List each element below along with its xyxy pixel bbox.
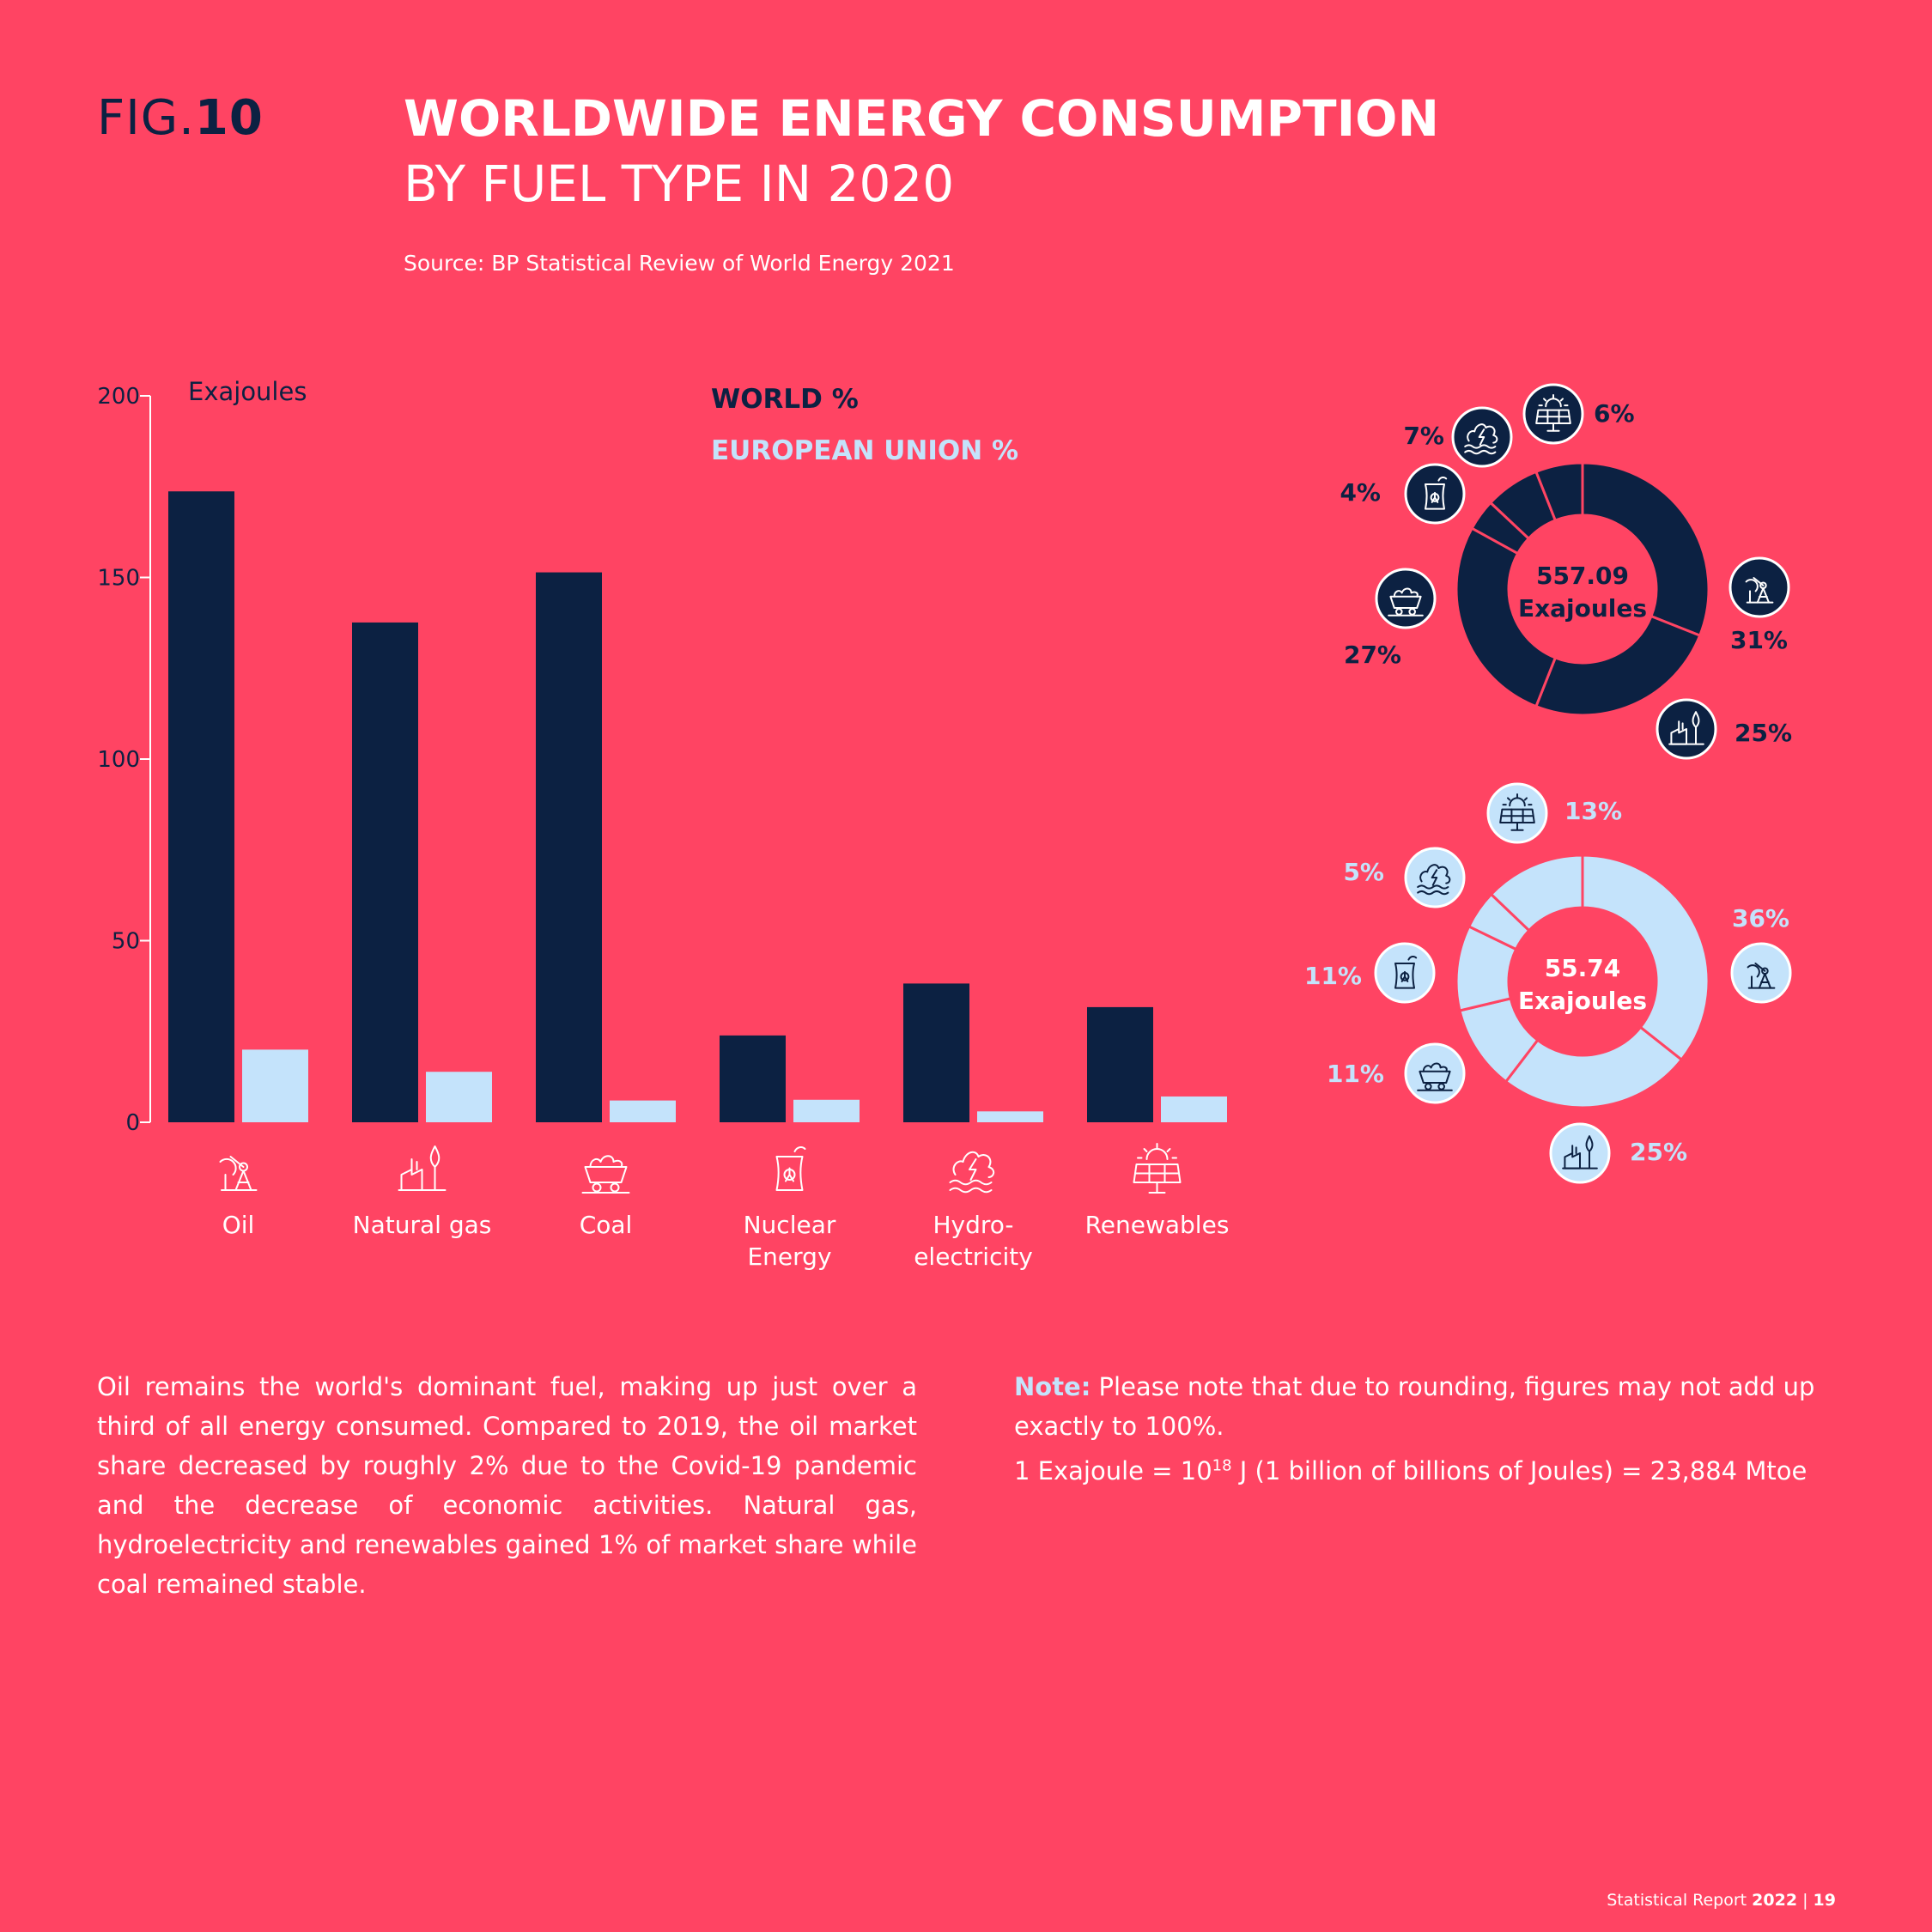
gas-plant-icon	[1656, 698, 1717, 760]
slice-percent-label: 7%	[1403, 422, 1444, 450]
category-label: Energy	[747, 1242, 831, 1271]
exajoule-prefix: 1 Exajoule = 10	[1014, 1455, 1212, 1485]
donut-slice	[1581, 854, 1710, 1062]
coal-cart-icon	[1404, 1042, 1466, 1104]
bar-eu	[426, 1072, 492, 1122]
category-label: Hydro-	[933, 1211, 1013, 1239]
donut-eu: 55.74 Exajoules 36% 25% 11% 11% 5% 13%	[1304, 782, 1792, 1184]
slice-percent-label: 4%	[1340, 478, 1381, 507]
donut-slice	[1534, 614, 1702, 717]
donut-slice	[1534, 461, 1584, 522]
bar-world	[1087, 1006, 1153, 1122]
slice-percent-label: 25%	[1630, 1138, 1687, 1166]
exajoule-exponent: 18	[1212, 1456, 1232, 1474]
category-label: Oil	[222, 1211, 255, 1239]
bar-world	[536, 572, 602, 1122]
nuclear-plant-icon	[1404, 463, 1466, 525]
footer-report: Statistical Report	[1607, 1891, 1753, 1910]
category-label: electricity	[914, 1242, 1033, 1271]
y-tick-label: 50	[112, 929, 140, 955]
footer-year: 2022	[1752, 1891, 1798, 1910]
donut-world: 557.09 Exajoules 31% 25% 27% 4% 7% 6%	[1340, 383, 1792, 760]
chart-title: WORLDWIDE ENERGY CONSUMPTION	[404, 89, 1440, 148]
y-axis-label: Exajoules	[188, 377, 307, 406]
donut-slice	[1489, 854, 1584, 933]
bar-eu	[793, 1099, 860, 1122]
page-footer: Statistical Report 2022 | 19	[1607, 1891, 1836, 1910]
oil-pump-icon	[1730, 942, 1792, 1004]
oil-pump-icon	[1728, 556, 1790, 618]
category-label: Nuclear	[744, 1211, 836, 1239]
slice-percent-label: 11%	[1304, 962, 1362, 990]
nuclear-plant-icon	[1374, 942, 1436, 1004]
legend-eu: EUROPEAN UNION %	[711, 435, 1018, 466]
donut-slice	[1504, 1025, 1684, 1109]
category-label: Natural gas	[353, 1211, 492, 1239]
description-paragraph: Oil remains the world's dominant fuel, m…	[97, 1372, 917, 1599]
slice-percent-label: 25%	[1735, 719, 1792, 747]
note-label: Note:	[1014, 1372, 1091, 1401]
note-block: Note: Please note that due to rounding, …	[1014, 1367, 1856, 1491]
gas-plant-icon	[398, 1145, 447, 1191]
figure-number: FIG.10	[97, 90, 264, 146]
bar-eu	[242, 1049, 308, 1122]
nuclear-plant-icon	[775, 1146, 806, 1191]
legend: WORLD % EUROPEAN UNION %	[711, 384, 1018, 466]
y-tick-label: 100	[97, 747, 140, 773]
slice-percent-label: 31%	[1730, 626, 1788, 654]
page-number: 19	[1813, 1891, 1836, 1910]
bar-eu	[1161, 1096, 1227, 1122]
donut-total-value: 557.09	[1536, 562, 1629, 590]
slice-percent-label: 11%	[1327, 1060, 1384, 1088]
category-label: Coal	[580, 1211, 633, 1239]
hydro-icon	[1404, 847, 1466, 908]
y-tick-label: 0	[125, 1110, 140, 1136]
hydro-icon	[1451, 406, 1513, 468]
donut-slice	[1581, 461, 1710, 638]
footer-separator: |	[1797, 1891, 1814, 1910]
solar-panel-icon	[1522, 383, 1584, 445]
bar-world	[168, 491, 234, 1122]
fig-number: 10	[194, 90, 264, 146]
donut-total-unit: Exajoules	[1518, 987, 1647, 1015]
exajoule-suffix: J (1 billion of billions of Joules) = 23…	[1231, 1455, 1807, 1485]
fig-prefix: FIG.	[97, 90, 195, 146]
bar-eu	[610, 1100, 676, 1122]
slice-percent-label: 27%	[1344, 641, 1401, 669]
chart-subtitle: BY FUEL TYPE IN 2020	[404, 155, 955, 213]
solar-panel-icon	[1486, 782, 1548, 844]
coal-cart-icon	[1375, 568, 1437, 629]
legend-world: WORLD %	[711, 384, 859, 415]
bar-world	[720, 1035, 786, 1122]
slice-percent-label: 36%	[1732, 904, 1789, 933]
energy-chart: 0 50 100 150 200 Exajoules Oil Natural gas Coal N…	[97, 377, 1792, 1271]
bar-chart: 0 50 100 150 200 Exajoules Oil Natural gas Coal N…	[97, 377, 1229, 1271]
coal-cart-icon	[581, 1155, 630, 1194]
exajoule-definition: 1 Exajoule = 1018 J (1 billion of billio…	[1014, 1456, 1807, 1485]
bar-world	[903, 983, 969, 1122]
donut-total-unit: Exajoules	[1518, 594, 1647, 623]
bar-eu	[977, 1111, 1043, 1122]
bar-world	[352, 622, 418, 1122]
slice-percent-label: 6%	[1594, 399, 1635, 428]
oil-pump-icon	[219, 1156, 258, 1191]
y-tick-label: 200	[97, 384, 140, 410]
source-note: Source: BP Statistical Review of World E…	[404, 251, 955, 276]
note-text: Please note that due to rounding, figure…	[1014, 1372, 1815, 1441]
category-label: Renewables	[1085, 1211, 1230, 1239]
slice-percent-label: 13%	[1564, 797, 1622, 825]
y-tick-label: 150	[97, 566, 140, 592]
solar-panel-icon	[1133, 1143, 1182, 1194]
slice-percent-label: 5%	[1343, 858, 1384, 886]
donut-total-value: 55.74	[1545, 954, 1621, 982]
donut-slice	[1455, 526, 1558, 708]
hydro-icon	[949, 1151, 995, 1194]
gas-plant-icon	[1549, 1122, 1611, 1184]
